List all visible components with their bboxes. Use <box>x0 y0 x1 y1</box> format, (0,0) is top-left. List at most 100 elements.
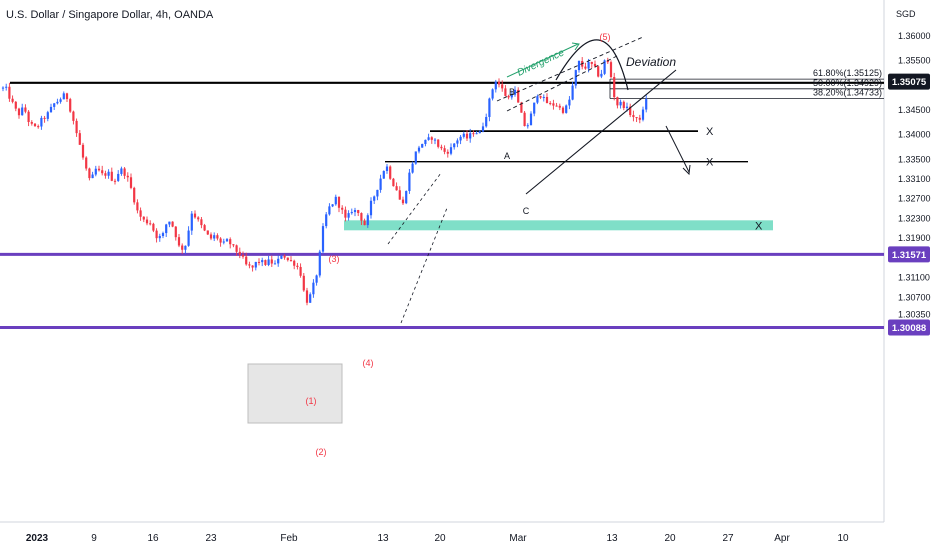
candle[interactable] <box>229 237 232 249</box>
candle[interactable] <box>613 72 616 101</box>
candle[interactable] <box>411 161 414 174</box>
candle[interactable] <box>542 94 545 102</box>
candle[interactable] <box>27 110 30 127</box>
candle[interactable] <box>395 182 398 191</box>
price-badge[interactable]: 1.35075 <box>888 73 930 90</box>
candle[interactable] <box>14 100 17 112</box>
candle[interactable] <box>309 292 312 303</box>
candle[interactable] <box>312 279 315 298</box>
candle[interactable] <box>350 208 353 215</box>
candle[interactable] <box>622 100 625 111</box>
candle[interactable] <box>193 210 197 219</box>
candle[interactable] <box>30 120 33 126</box>
candle[interactable] <box>389 165 392 180</box>
candle[interactable] <box>254 261 257 271</box>
candle[interactable] <box>158 233 161 242</box>
candle[interactable] <box>507 94 510 100</box>
candle[interactable] <box>481 122 485 133</box>
candle[interactable] <box>510 90 513 100</box>
candle[interactable] <box>49 103 53 113</box>
candle[interactable] <box>1 86 5 92</box>
candle[interactable] <box>561 106 565 115</box>
candle[interactable] <box>315 274 318 286</box>
candle[interactable] <box>558 103 561 111</box>
candle[interactable] <box>184 245 187 254</box>
candle[interactable] <box>501 80 504 92</box>
candle[interactable] <box>341 205 344 215</box>
candle[interactable] <box>101 165 104 176</box>
candle[interactable] <box>385 163 389 174</box>
candle[interactable] <box>81 142 85 160</box>
candle[interactable] <box>40 115 43 130</box>
candle[interactable] <box>232 244 235 248</box>
candle[interactable] <box>549 101 552 106</box>
candle[interactable] <box>59 97 62 104</box>
candle[interactable] <box>289 256 293 262</box>
candle[interactable] <box>133 186 136 205</box>
candle[interactable] <box>529 111 533 126</box>
candle[interactable] <box>206 230 209 236</box>
candle[interactable] <box>277 255 280 267</box>
candle[interactable] <box>459 135 462 145</box>
candle[interactable] <box>203 223 206 232</box>
candle[interactable] <box>161 231 165 239</box>
candle[interactable] <box>286 257 289 262</box>
candle[interactable] <box>75 118 78 137</box>
candle[interactable] <box>414 151 417 165</box>
candle[interactable] <box>225 237 229 242</box>
candle[interactable] <box>635 117 638 123</box>
support-zone-band[interactable] <box>344 220 773 231</box>
candle[interactable] <box>318 249 321 278</box>
candle[interactable] <box>123 167 126 179</box>
candle[interactable] <box>8 82 11 102</box>
candle[interactable] <box>485 113 488 128</box>
candle[interactable] <box>104 170 107 179</box>
candle[interactable] <box>360 212 363 226</box>
candle[interactable] <box>536 94 539 105</box>
candle[interactable] <box>469 128 472 143</box>
candle[interactable] <box>641 106 645 122</box>
candle[interactable] <box>270 255 273 267</box>
candle[interactable] <box>472 130 475 137</box>
candle[interactable] <box>405 190 408 205</box>
candle[interactable] <box>427 133 430 141</box>
candle[interactable] <box>446 149 449 158</box>
candle[interactable] <box>145 216 149 226</box>
candle[interactable] <box>113 178 117 185</box>
candle[interactable] <box>417 145 421 154</box>
candle[interactable] <box>213 232 216 242</box>
candle[interactable] <box>155 228 158 243</box>
candle[interactable] <box>152 222 155 233</box>
candle[interactable] <box>251 265 254 272</box>
candle[interactable] <box>488 97 491 122</box>
candle[interactable] <box>337 196 341 213</box>
candle[interactable] <box>56 98 59 105</box>
candle[interactable] <box>363 218 366 226</box>
candle[interactable] <box>241 251 245 259</box>
candle[interactable] <box>513 86 517 97</box>
candle[interactable] <box>88 167 91 181</box>
candle[interactable] <box>638 114 641 124</box>
candle[interactable] <box>597 65 600 78</box>
candle[interactable] <box>53 102 56 110</box>
candle[interactable] <box>62 91 65 100</box>
candle[interactable] <box>401 196 405 206</box>
candle[interactable] <box>433 138 437 145</box>
candle[interactable] <box>257 258 261 266</box>
candle[interactable] <box>238 247 241 259</box>
candle[interactable] <box>197 216 200 222</box>
candle[interactable] <box>142 216 145 223</box>
candle[interactable] <box>609 60 613 79</box>
candle[interactable] <box>283 254 286 260</box>
candle[interactable] <box>645 94 648 113</box>
candle[interactable] <box>264 259 267 266</box>
candle[interactable] <box>168 221 171 228</box>
candle[interactable] <box>593 60 597 68</box>
candle[interactable] <box>462 131 465 139</box>
candle[interactable] <box>181 243 184 254</box>
candle[interactable] <box>353 207 357 217</box>
candle[interactable] <box>65 92 69 103</box>
candle[interactable] <box>334 194 337 206</box>
candle[interactable] <box>475 131 478 135</box>
candle[interactable] <box>72 110 75 125</box>
